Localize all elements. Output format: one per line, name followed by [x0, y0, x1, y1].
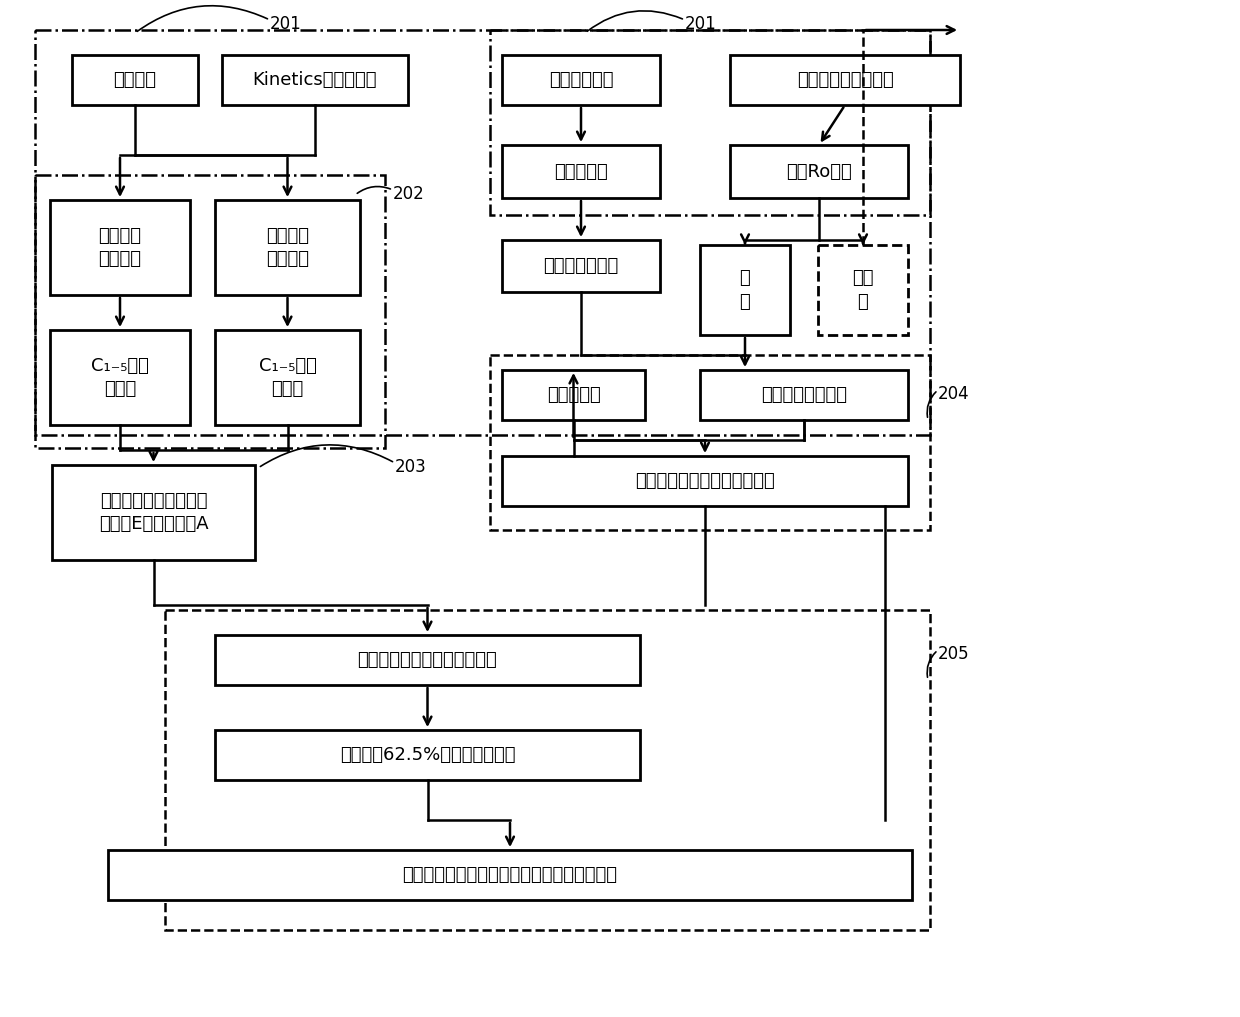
Text: 203: 203 — [396, 458, 427, 476]
Bar — [730, 55, 960, 105]
Text: 储层岩心样品: 储层岩心样品 — [549, 71, 614, 89]
Text: 不合
理: 不合 理 — [852, 270, 874, 311]
Text: 不同时期原油裂解成气转化率: 不同时期原油裂解成气转化率 — [357, 651, 497, 669]
Text: 储层热史、埋藏史: 储层热史、埋藏史 — [761, 386, 847, 404]
Bar — [52, 465, 255, 560]
Text: 单井埋藏史盆地模拟: 单井埋藏史盆地模拟 — [796, 71, 893, 89]
Bar — [490, 355, 930, 530]
Bar — [502, 240, 660, 292]
Text: 201: 201 — [684, 15, 717, 33]
Text: 201: 201 — [270, 15, 301, 33]
Text: 实测Ro校正: 实测Ro校正 — [786, 163, 852, 180]
Text: 202: 202 — [393, 185, 425, 203]
Text: 转化率为62.5%时对应地史时间: 转化率为62.5%时对应地史时间 — [340, 746, 516, 764]
Bar — [215, 730, 640, 780]
Bar — [502, 145, 660, 198]
Text: 包裹体均一温度: 包裹体均一温度 — [543, 257, 619, 275]
Text: 原油裂解动力学参数，
活化能E和指前因子A: 原油裂解动力学参数， 活化能E和指前因子A — [99, 491, 208, 533]
Text: 原油充注后储层热史、埋藏史: 原油充注后储层热史、埋藏史 — [635, 472, 775, 490]
Text: 合
理: 合 理 — [739, 270, 750, 311]
Text: C₁₋₅总烃
气产率: C₁₋₅总烃 气产率 — [259, 357, 316, 399]
Bar — [215, 200, 360, 295]
Bar — [35, 29, 930, 435]
Bar — [701, 370, 908, 420]
Bar — [35, 175, 384, 448]
Text: 包裹体薄片: 包裹体薄片 — [554, 163, 608, 180]
Text: 205: 205 — [937, 645, 970, 663]
Bar — [222, 55, 408, 105]
Bar — [701, 245, 790, 335]
Text: 快速升温
金管模拟: 快速升温 金管模拟 — [98, 227, 141, 268]
Bar — [818, 245, 908, 335]
Bar — [502, 55, 660, 105]
Bar — [502, 370, 645, 420]
Bar — [50, 330, 190, 425]
Bar — [502, 456, 908, 506]
Bar — [730, 145, 908, 198]
Bar — [165, 610, 930, 930]
Text: 原油样品: 原油样品 — [114, 71, 156, 89]
Bar — [72, 55, 198, 105]
Bar — [50, 200, 190, 295]
Text: 原油充注期: 原油充注期 — [547, 386, 600, 404]
Text: 快速升温
金管模拟: 快速升温 金管模拟 — [267, 227, 309, 268]
Bar — [108, 850, 911, 900]
Text: 204: 204 — [937, 385, 970, 403]
Text: C₁₋₅总烃
气产率: C₁₋₅总烃 气产率 — [91, 357, 149, 399]
Bar — [215, 635, 640, 685]
Bar — [490, 29, 930, 215]
Bar — [215, 330, 360, 425]
Text: 该地史时间对应深度，即单一油相消失的深度: 该地史时间对应深度，即单一油相消失的深度 — [403, 866, 618, 884]
Text: Kinetics动力学软件: Kinetics动力学软件 — [253, 71, 377, 89]
